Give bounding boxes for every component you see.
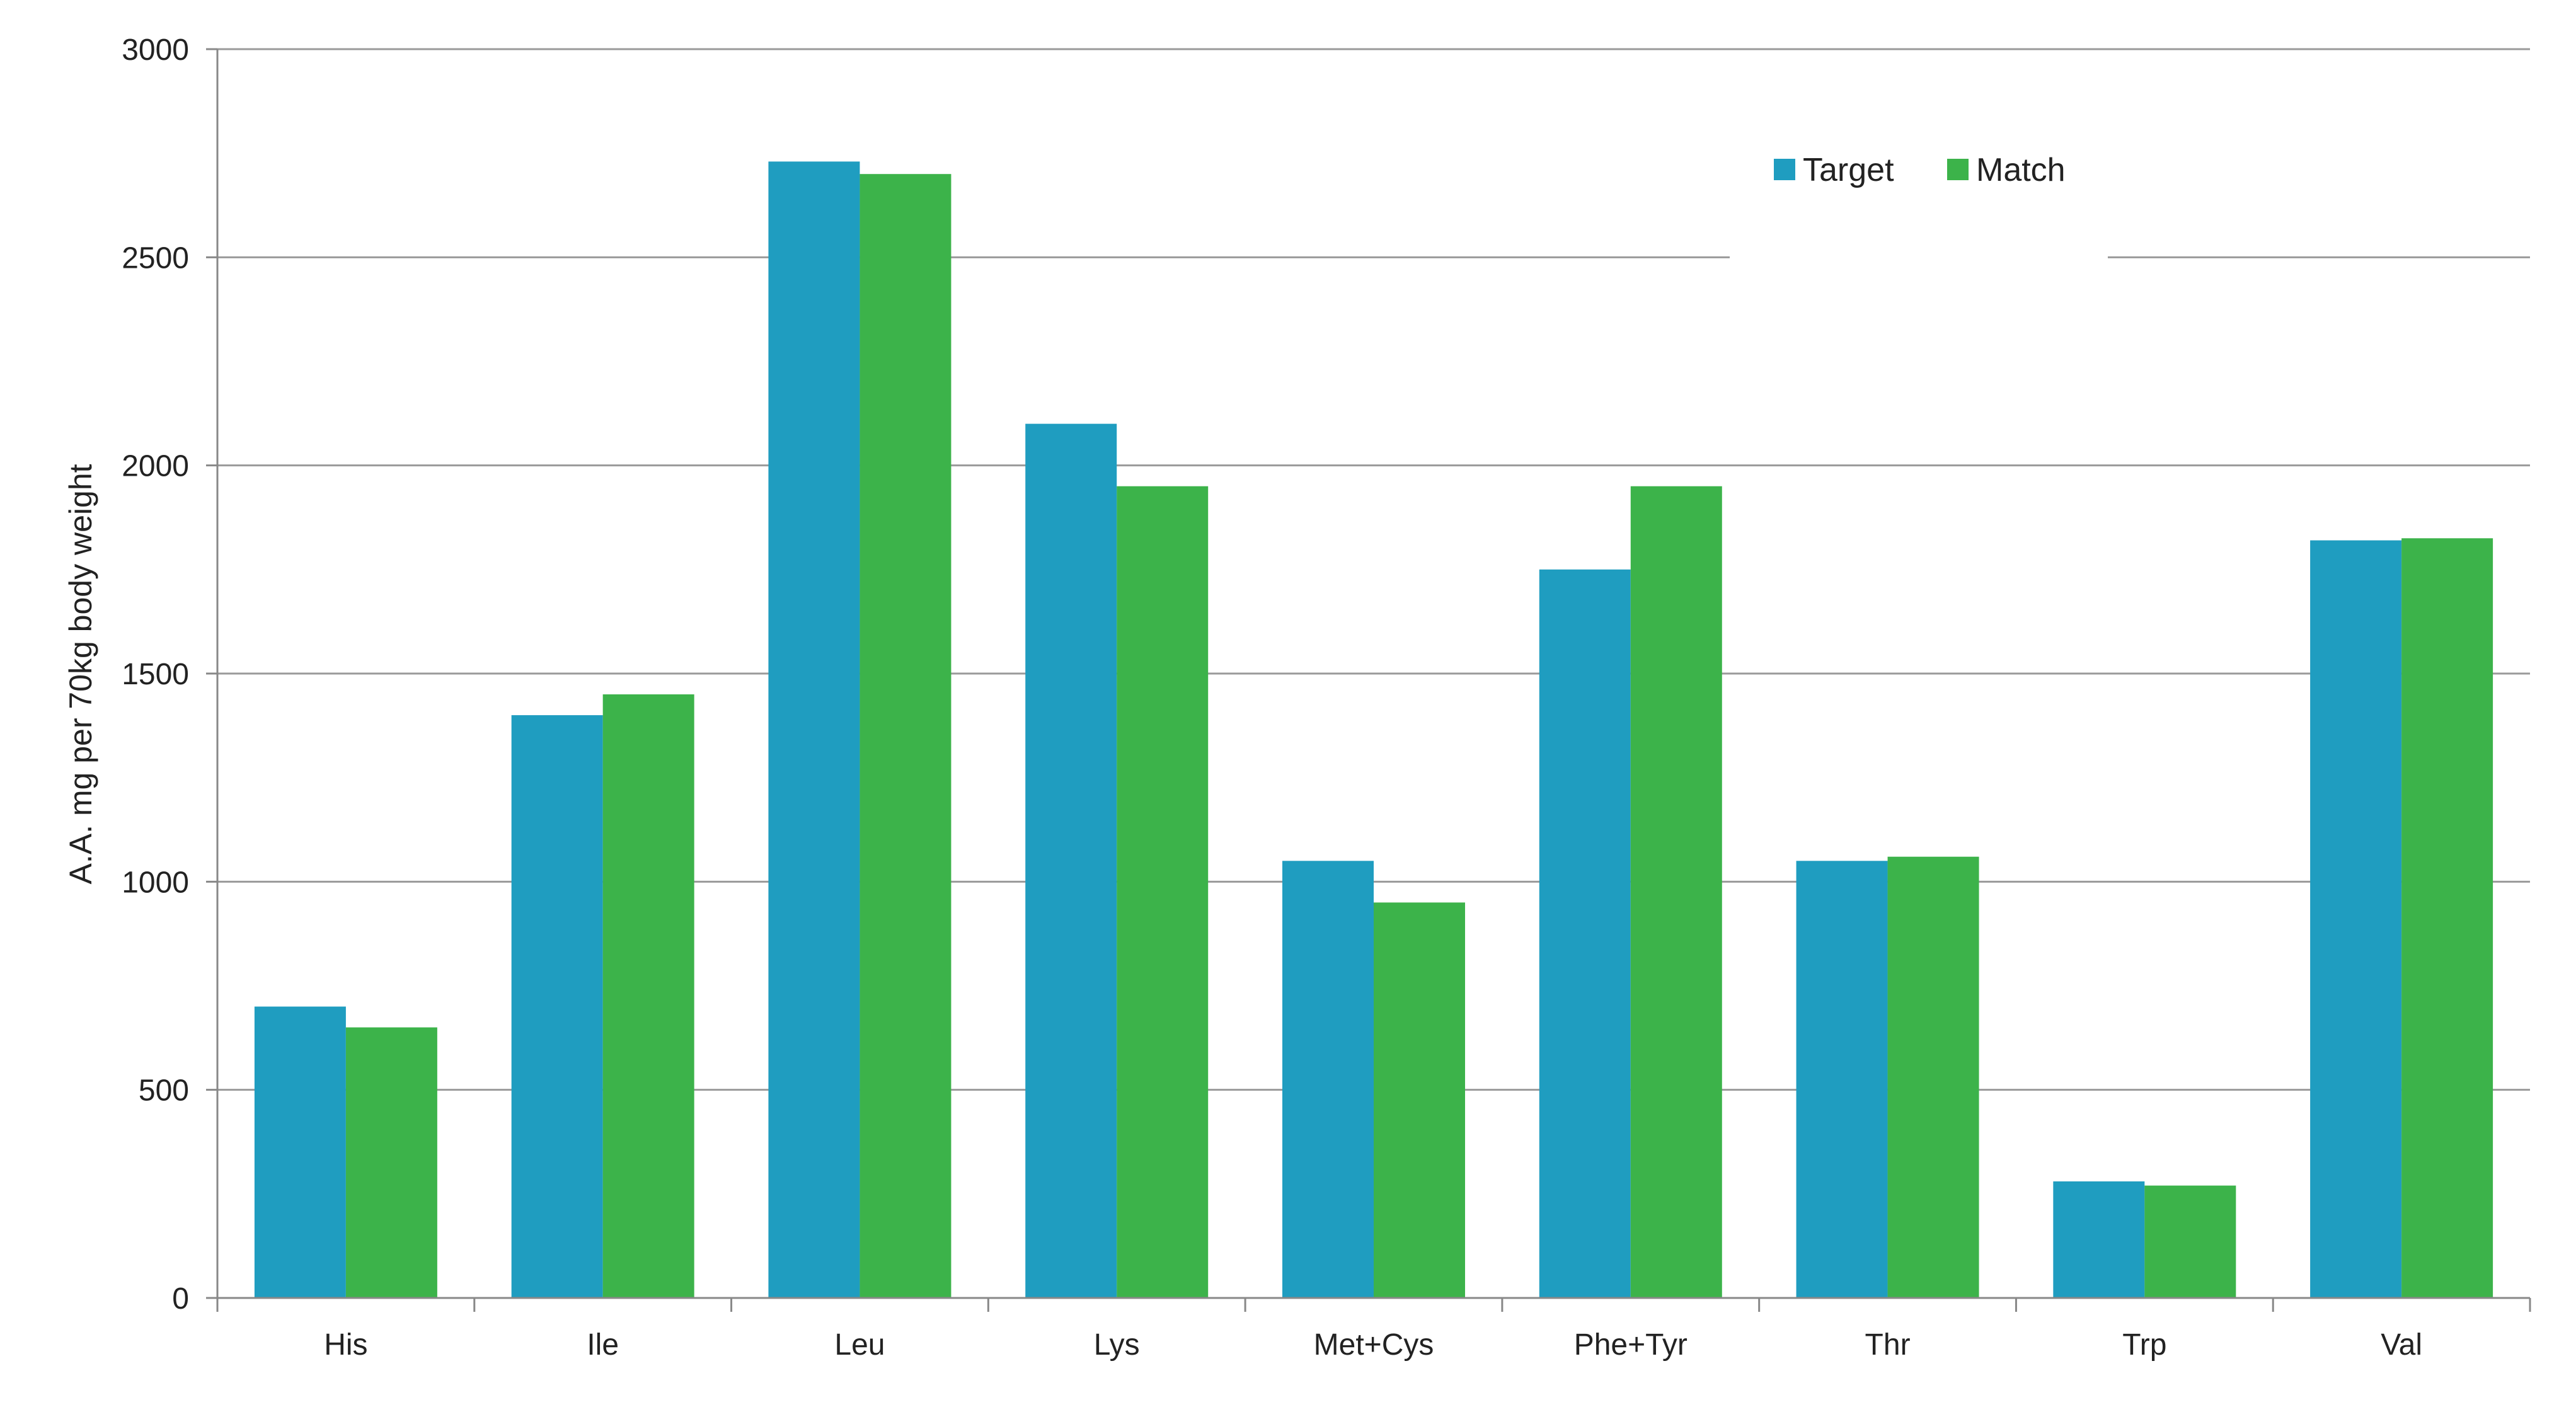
- bar-target-phe-tyr: [1539, 569, 1631, 1299]
- x-tick-label: Trp: [2122, 1328, 2166, 1362]
- bar-target-ile: [511, 715, 603, 1298]
- bars: [254, 161, 2493, 1299]
- bar-match-leu: [860, 174, 952, 1299]
- y-tick-label: 1500: [122, 658, 189, 691]
- x-tick-label: Ile: [587, 1328, 619, 1362]
- bar-match-trp: [2144, 1185, 2236, 1298]
- bar-match-thr: [1887, 856, 1979, 1298]
- x-tick-label: Leu: [834, 1328, 885, 1362]
- x-tick-label: Met+Cys: [1314, 1328, 1434, 1362]
- bar-match-ile: [602, 694, 694, 1298]
- legend-swatch-match: [1947, 159, 1969, 180]
- bar-match-phe-tyr: [1630, 486, 1722, 1299]
- y-tick-labels: 0 500 1000 1500 2000 2500 3000: [122, 33, 189, 1316]
- y-tick-label: 1000: [122, 866, 189, 899]
- bar-match-val: [2401, 538, 2493, 1298]
- bar-target-leu: [768, 161, 860, 1298]
- y-tick-label: 500: [139, 1074, 189, 1108]
- x-tick-label: Lys: [1094, 1328, 1140, 1362]
- bar-target-lys: [1025, 423, 1117, 1298]
- x-tick-labels: His Ile Leu Lys Met+Cys Phe+Tyr Thr Trp Val: [324, 1328, 2422, 1362]
- axes: [206, 48, 2531, 1312]
- legend-label-target: Target: [1803, 152, 1894, 188]
- legend-label-match: Match: [1976, 152, 2066, 188]
- y-axis-label: A.A. mg per 70kg body weight: [63, 464, 98, 884]
- y-tick-label: 2500: [122, 241, 189, 275]
- x-tick-label: Val: [2381, 1328, 2422, 1362]
- y-tick-label: 2000: [122, 450, 189, 483]
- bar-match-lys: [1117, 486, 1209, 1299]
- y-tick-label: 3000: [122, 33, 189, 67]
- bar-target-his: [254, 1006, 346, 1298]
- x-tick-label: Phe+Tyr: [1574, 1328, 1688, 1362]
- bar-target-thr: [1796, 861, 1888, 1298]
- bar-target-met-cys: [1282, 861, 1374, 1298]
- y-tick-label: 0: [172, 1282, 189, 1316]
- x-tick-label: Thr: [1865, 1328, 1911, 1362]
- legend-swatch-target: [1774, 159, 1795, 180]
- bar-match-met-cys: [1374, 902, 1465, 1298]
- bar-target-val: [2310, 540, 2402, 1298]
- x-tick-label: His: [324, 1328, 367, 1362]
- bar-target-trp: [2053, 1181, 2145, 1298]
- legend-background: [1730, 126, 2108, 261]
- legend: Target Match: [1730, 126, 2108, 261]
- bar-match-his: [345, 1027, 437, 1298]
